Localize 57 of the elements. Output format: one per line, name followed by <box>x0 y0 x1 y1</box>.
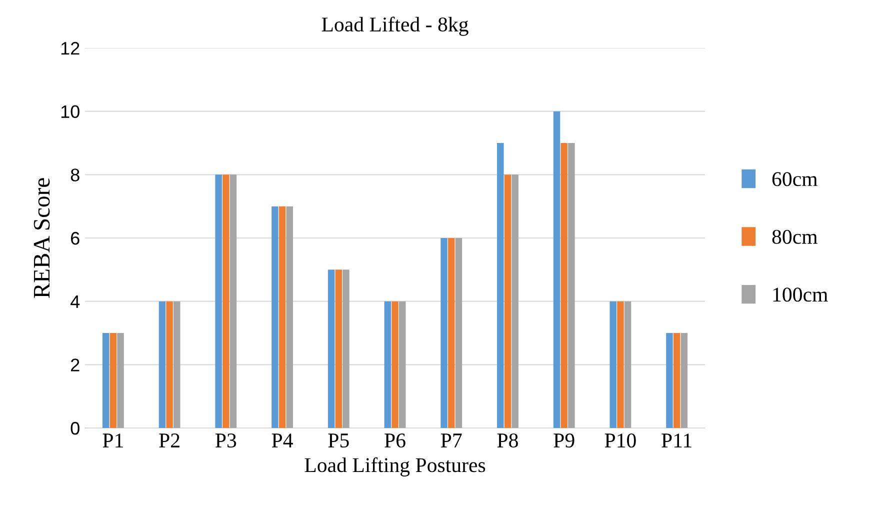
bar <box>497 143 504 428</box>
bar <box>624 301 632 428</box>
legend-label: 80cm <box>772 230 818 244</box>
y-tick-label: 4 <box>70 295 80 308</box>
bar <box>222 174 230 428</box>
x-tick-label: P7 <box>440 434 462 448</box>
bar <box>448 238 455 428</box>
y-tick-label: 12 <box>61 42 80 55</box>
bar <box>560 143 568 428</box>
x-tick-label: P6 <box>384 434 406 448</box>
x-tick-label: P9 <box>554 434 574 448</box>
legend-label: 100cm <box>773 288 828 302</box>
bar <box>568 143 575 428</box>
bar <box>398 301 406 428</box>
y-axis-title: REBA Score <box>34 178 50 298</box>
x-tick-label: P5 <box>328 434 349 448</box>
bar <box>215 174 222 428</box>
bar <box>610 301 617 428</box>
bar <box>230 174 237 428</box>
bar <box>278 206 286 428</box>
y-tick-label: 0 <box>70 422 80 435</box>
bar <box>553 111 560 428</box>
bar <box>166 301 173 428</box>
x-tick-label: P1 <box>102 434 123 448</box>
bar <box>440 238 448 428</box>
bar <box>173 301 180 428</box>
bar <box>617 301 624 428</box>
y-tick-label: 2 <box>71 358 80 372</box>
bar <box>384 301 392 428</box>
bar <box>673 333 680 428</box>
bar <box>158 301 166 428</box>
bar <box>328 270 335 428</box>
bar <box>504 174 512 428</box>
x-tick-label: P3 <box>216 434 236 448</box>
x-tick-label: P4 <box>272 434 293 448</box>
y-tick-label: 10 <box>61 105 80 118</box>
chart-title: Load Lifted - 8kg <box>322 16 468 36</box>
bar <box>455 238 462 428</box>
bar <box>512 174 518 428</box>
bar <box>680 333 688 428</box>
x-tick-label: P10 <box>604 433 636 448</box>
bar <box>342 270 350 428</box>
y-tick-label: 6 <box>71 232 80 245</box>
bar <box>335 270 342 428</box>
x-tick-label: P8 <box>497 433 518 448</box>
x-tick-label: P11 <box>662 434 692 448</box>
bar <box>102 333 110 428</box>
bar <box>272 206 278 428</box>
bar <box>117 333 124 428</box>
legend-label: 60cm <box>772 172 818 186</box>
x-tick-label: P2 <box>159 434 180 448</box>
bar <box>286 206 293 428</box>
x-axis-title: Load Lifting Postures <box>304 457 486 476</box>
y-tick-label: 8 <box>70 168 80 182</box>
bar <box>392 301 398 428</box>
bar <box>666 333 673 428</box>
bar <box>110 333 117 428</box>
